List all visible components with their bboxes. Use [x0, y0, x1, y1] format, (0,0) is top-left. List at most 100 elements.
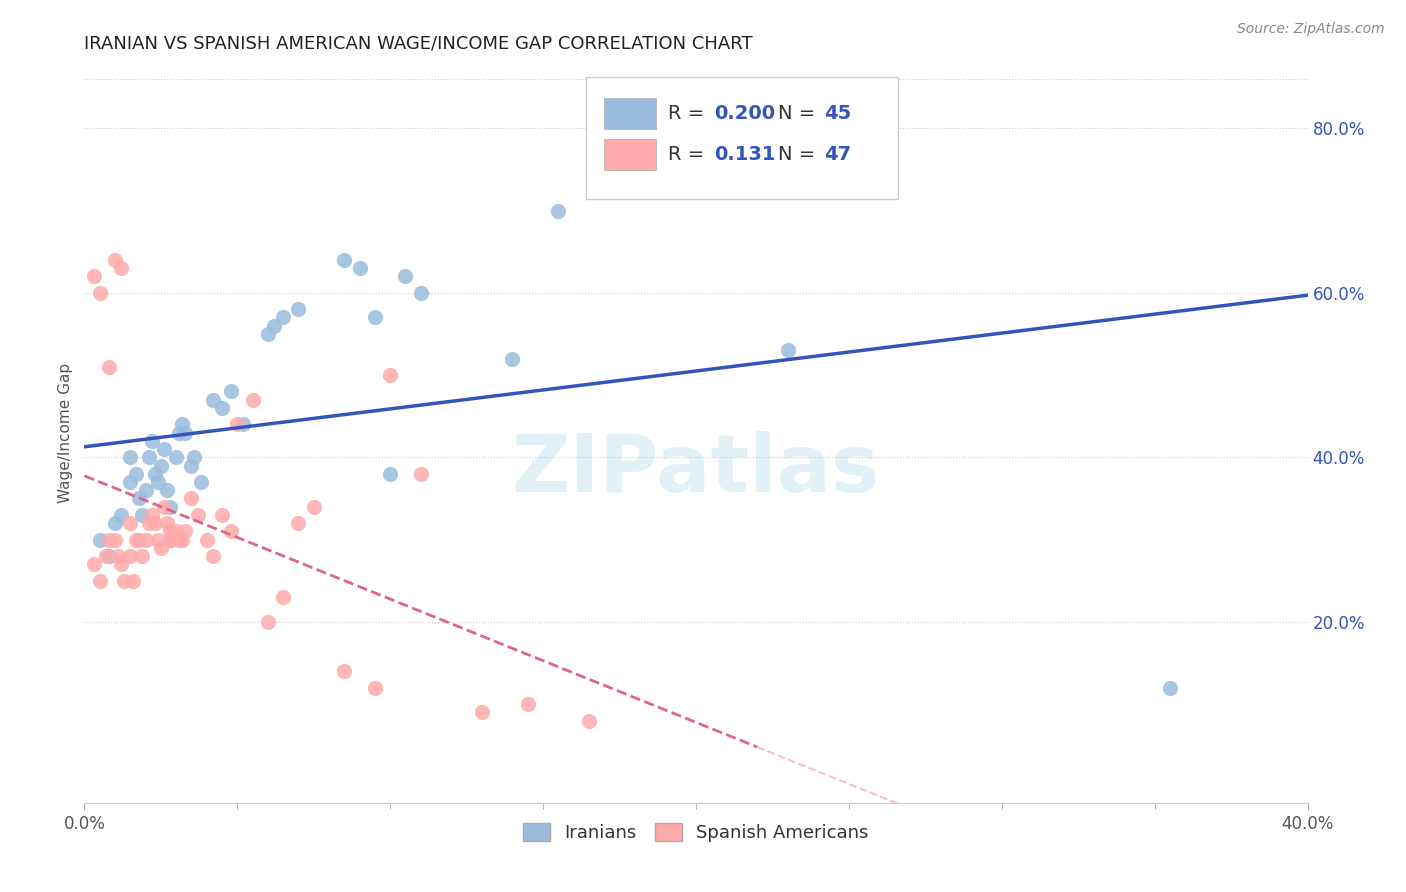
Point	[143, 467, 166, 481]
Point	[219, 524, 242, 539]
Point	[159, 533, 181, 547]
Point	[409, 467, 432, 481]
Point	[211, 401, 233, 415]
Point	[219, 384, 242, 399]
Point	[263, 318, 285, 333]
Point	[97, 359, 120, 374]
Point	[153, 500, 176, 514]
Point	[112, 574, 135, 588]
Point	[287, 516, 309, 530]
Point	[107, 549, 129, 563]
Point	[190, 475, 212, 489]
Point	[159, 500, 181, 514]
Point	[156, 516, 179, 530]
Point	[333, 664, 356, 678]
Point	[271, 590, 294, 604]
Point	[131, 508, 153, 522]
Legend: Iranians, Spanish Americans: Iranians, Spanish Americans	[516, 815, 876, 849]
Point	[776, 343, 799, 358]
Point	[131, 549, 153, 563]
Point	[94, 549, 117, 563]
Point	[257, 615, 280, 629]
Point	[97, 549, 120, 563]
Point	[502, 351, 524, 366]
Point	[143, 516, 166, 530]
Point	[195, 533, 218, 547]
Point	[380, 467, 402, 481]
Point	[409, 285, 432, 300]
Point	[547, 203, 569, 218]
Point	[167, 533, 190, 547]
Text: 47: 47	[824, 145, 852, 164]
Point	[141, 508, 163, 522]
Point	[83, 558, 105, 572]
Point	[89, 285, 111, 300]
Point	[349, 261, 371, 276]
Point	[257, 326, 280, 341]
Point	[146, 475, 169, 489]
Point	[138, 516, 160, 530]
Point	[125, 467, 148, 481]
Point	[226, 417, 249, 432]
Point	[1159, 681, 1181, 695]
Point	[180, 458, 202, 473]
Point	[128, 533, 150, 547]
Point	[609, 170, 631, 185]
Point	[201, 392, 224, 407]
Point	[271, 310, 294, 325]
Point	[153, 442, 176, 456]
Point	[578, 714, 600, 728]
Point	[125, 533, 148, 547]
Point	[149, 458, 172, 473]
Point	[122, 574, 145, 588]
Point	[110, 261, 132, 276]
Point	[186, 508, 208, 522]
Point	[135, 533, 157, 547]
Point	[174, 425, 197, 440]
Text: N =: N =	[778, 104, 821, 123]
Point	[165, 450, 187, 465]
Point	[471, 706, 494, 720]
Point	[128, 491, 150, 506]
FancyBboxPatch shape	[605, 138, 655, 169]
Point	[97, 533, 120, 547]
Point	[302, 500, 325, 514]
Point	[287, 302, 309, 317]
Point	[146, 533, 169, 547]
Text: N =: N =	[778, 145, 821, 164]
Point	[159, 533, 181, 547]
Text: R =: R =	[668, 104, 710, 123]
Text: R =: R =	[668, 145, 717, 164]
Text: 0.200: 0.200	[714, 104, 776, 123]
Point	[89, 574, 111, 588]
FancyBboxPatch shape	[605, 98, 655, 129]
Point	[394, 269, 416, 284]
Point	[380, 368, 402, 382]
Point	[174, 524, 197, 539]
Point	[83, 269, 105, 284]
Point	[172, 417, 194, 432]
Point	[167, 425, 190, 440]
Point	[516, 697, 538, 711]
Point	[180, 491, 202, 506]
Point	[242, 392, 264, 407]
Point	[333, 252, 356, 267]
Text: Source: ZipAtlas.com: Source: ZipAtlas.com	[1237, 22, 1385, 37]
Point	[141, 434, 163, 448]
FancyBboxPatch shape	[586, 78, 898, 200]
Point	[120, 475, 142, 489]
Point	[364, 310, 387, 325]
Text: 0.131: 0.131	[714, 145, 776, 164]
Point	[104, 533, 127, 547]
Point	[149, 541, 172, 555]
Point	[364, 681, 387, 695]
Point	[120, 450, 142, 465]
Point	[172, 533, 194, 547]
Point	[120, 516, 142, 530]
Point	[104, 252, 127, 267]
Point	[135, 483, 157, 498]
Point	[138, 450, 160, 465]
Point	[156, 483, 179, 498]
Point	[159, 524, 181, 539]
Point	[110, 558, 132, 572]
